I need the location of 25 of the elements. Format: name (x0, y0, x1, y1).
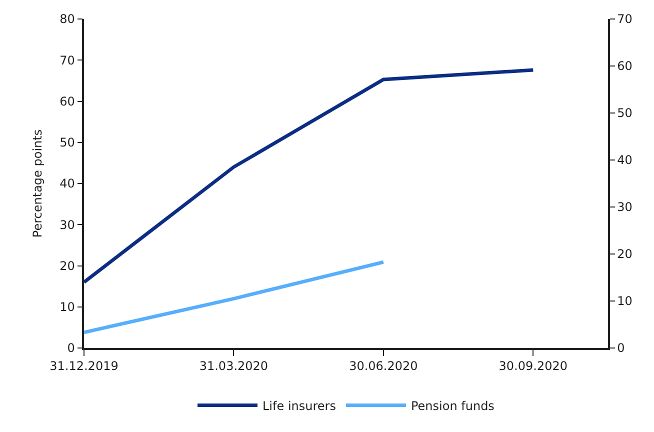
line-series (84, 68, 535, 284)
y-tick-label: 10 (60, 300, 75, 314)
y-tick-label: 60 (60, 94, 75, 108)
y-tick-label: 40 (60, 176, 75, 191)
x-tick-label: 30.09.2020 (498, 359, 568, 374)
y2-tick-label: 0 (617, 341, 625, 356)
y-tick-label: 0 (67, 341, 75, 356)
y2-tick-label: 40 (617, 153, 632, 168)
y-tick-label: 30 (60, 218, 75, 232)
y2-tick-label: 50 (617, 106, 632, 120)
y-tick-label: 70 (60, 53, 75, 68)
y2-tick-label: 20 (617, 247, 632, 262)
x-tick-label: 31.12.2019 (50, 359, 118, 374)
y2-tick-label: 30 (617, 200, 632, 214)
legend-label: Life insurers (262, 398, 336, 413)
y2-tick-label: 60 (617, 59, 632, 74)
y-tick-label: 20 (60, 258, 75, 273)
x-tick-label: 31.03.2020 (199, 359, 268, 374)
y2-tick-label: 70 (617, 12, 632, 26)
legend-label: Pension funds (410, 398, 494, 413)
y-tick-label: 80 (60, 12, 75, 26)
y-tick-label: 50 (60, 136, 75, 150)
x-tick-label: 30.06.2020 (349, 359, 418, 374)
y2-tick-label: 10 (617, 294, 632, 308)
y-axis-title: Percentage points (30, 129, 44, 238)
